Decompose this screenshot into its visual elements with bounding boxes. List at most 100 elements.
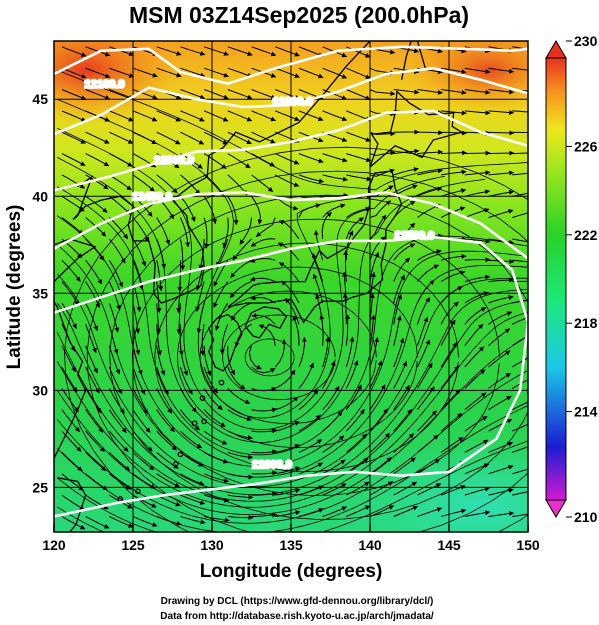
wind-arrow bbox=[108, 366, 123, 395]
wind-arrow bbox=[488, 487, 514, 496]
contour-line bbox=[54, 109, 528, 192]
wind-arrow bbox=[393, 274, 405, 304]
wind-arrow bbox=[369, 271, 376, 304]
wind-arrow bbox=[132, 89, 158, 100]
wind-arrow bbox=[274, 369, 296, 389]
streamline bbox=[56, 440, 528, 532]
wind-arrow bbox=[393, 408, 413, 432]
wind-arrow bbox=[251, 512, 278, 518]
wind-arrow bbox=[416, 339, 431, 368]
wind-arrow bbox=[416, 362, 433, 389]
streamlines bbox=[56, 46, 528, 532]
colorbar-bottom-triangle bbox=[545, 499, 567, 518]
wind-arrow bbox=[179, 238, 186, 271]
wind-arrow bbox=[464, 323, 484, 347]
wind-arrow bbox=[61, 259, 81, 282]
wind-arrow bbox=[369, 314, 376, 346]
wind-arrow bbox=[440, 389, 461, 411]
wind-arrow bbox=[440, 485, 466, 496]
wind-arrow bbox=[464, 89, 491, 95]
wind-arrow bbox=[488, 67, 515, 74]
contour-line bbox=[54, 66, 528, 136]
wind-arrow bbox=[346, 505, 371, 517]
wind-arrow bbox=[230, 259, 252, 278]
wind-arrow bbox=[322, 110, 348, 121]
vortex-streamline bbox=[244, 338, 295, 377]
wind-arrow bbox=[108, 473, 132, 490]
wind-arrow bbox=[85, 89, 111, 100]
wind-arrow bbox=[227, 494, 254, 500]
wind-arrow bbox=[109, 131, 134, 144]
wind-arrow bbox=[275, 89, 300, 100]
wind-arrow bbox=[298, 389, 319, 411]
wind-arrow bbox=[417, 89, 443, 95]
wind-arrow bbox=[322, 203, 346, 218]
wind-arrow bbox=[393, 384, 410, 410]
wind-arrow bbox=[227, 153, 251, 169]
credit-line-1: Drawing by DCL (https://www.gfd-dennou.o… bbox=[161, 596, 434, 607]
wind-arrow bbox=[109, 89, 134, 100]
wind-arrow bbox=[464, 291, 489, 304]
wind-arrow bbox=[156, 430, 178, 451]
wind-arrow bbox=[109, 67, 135, 78]
wind-arrow bbox=[369, 457, 392, 475]
wind-arrow bbox=[440, 508, 467, 517]
wind-arrow bbox=[251, 110, 276, 122]
wind-arrow bbox=[132, 238, 147, 267]
wind-arrow bbox=[278, 220, 300, 240]
wind-arrow bbox=[512, 513, 528, 517]
y-tick-label: 30 bbox=[32, 382, 48, 398]
wind-arrow bbox=[180, 430, 203, 449]
wind-arrow bbox=[488, 89, 515, 95]
x-axis-label: Longitude (degrees) bbox=[200, 561, 383, 582]
x-tick-label: 130 bbox=[200, 537, 224, 553]
y-tick-label: 35 bbox=[32, 285, 48, 301]
wind-arrow bbox=[85, 516, 110, 529]
wind-arrow bbox=[229, 281, 252, 298]
wind-arrow bbox=[417, 386, 435, 411]
wind-arrow bbox=[227, 67, 253, 78]
wind-arrow bbox=[203, 153, 227, 170]
wind-arrow bbox=[488, 464, 514, 475]
wind-arrow bbox=[227, 388, 251, 404]
wind-arrow bbox=[511, 379, 528, 389]
y-tick-label: 45 bbox=[32, 91, 48, 107]
wind-arrow bbox=[346, 89, 371, 101]
wind-arrow bbox=[488, 150, 515, 156]
wind-arrow bbox=[369, 131, 396, 137]
wind-arrow bbox=[85, 238, 105, 261]
streamline bbox=[57, 98, 366, 419]
wind-arrow bbox=[61, 174, 86, 189]
contour-line bbox=[54, 235, 528, 518]
wind-arrow bbox=[61, 195, 85, 212]
wind-arrow bbox=[464, 392, 487, 411]
wind-arrow bbox=[132, 67, 158, 78]
wind-arrow bbox=[321, 211, 332, 240]
wind-arrow bbox=[275, 466, 301, 475]
wind-arrow bbox=[292, 315, 300, 346]
wind-arrow bbox=[488, 110, 515, 116]
wind-arrow bbox=[251, 46, 277, 57]
x-tick-label: 120 bbox=[42, 537, 66, 553]
wind-arrow bbox=[441, 110, 467, 116]
contour-label: 12500.0 bbox=[394, 230, 434, 242]
wind-arrow bbox=[322, 459, 346, 475]
wind-arrow bbox=[180, 195, 196, 222]
streamline bbox=[56, 369, 528, 524]
wind-arrow bbox=[393, 257, 410, 282]
wind-arrow bbox=[345, 433, 367, 453]
wind-arrow bbox=[222, 217, 229, 249]
wind-arrow bbox=[464, 150, 491, 156]
wind-arrow bbox=[234, 323, 252, 348]
wind-arrow bbox=[512, 192, 528, 197]
wind-arrow bbox=[298, 362, 314, 389]
wind-arrow bbox=[203, 494, 230, 503]
contour-line bbox=[54, 191, 528, 260]
wind-arrow bbox=[464, 257, 491, 263]
wind-arrow bbox=[464, 170, 491, 176]
wind-arrow bbox=[393, 433, 415, 453]
wind-arrow bbox=[180, 67, 206, 78]
wind-arrow bbox=[322, 385, 340, 411]
wind-arrow bbox=[198, 238, 205, 270]
